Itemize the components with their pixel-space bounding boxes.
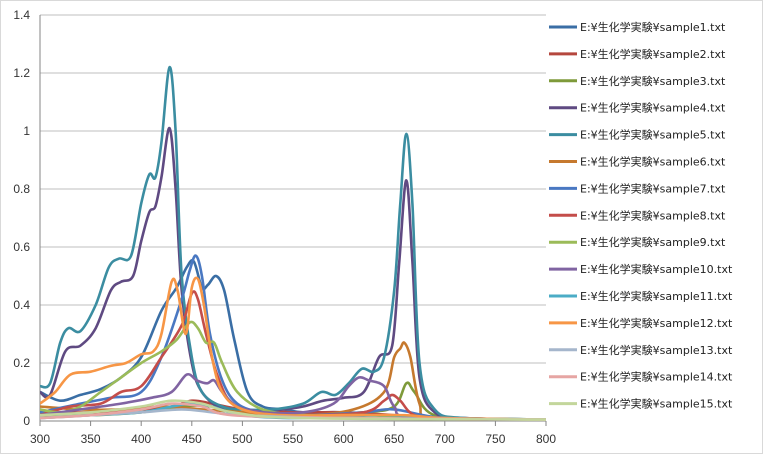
y-tick-label: 0.2 xyxy=(13,356,30,370)
legend-label-1: E:¥生化学実験¥sample1.txt xyxy=(580,20,726,34)
legend-label-13: E:¥生化学実験¥sample13.txt xyxy=(580,343,733,357)
legend-label-8: E:¥生化学実験¥sample8.txt xyxy=(580,208,726,222)
legend-label-11: E:¥生化学実験¥sample11.txt xyxy=(580,289,733,303)
series-line-12 xyxy=(40,276,546,421)
y-tick-label: 0.8 xyxy=(13,182,30,196)
y-tick-label: 1 xyxy=(23,124,30,138)
series-line-15 xyxy=(40,399,546,421)
x-tick-label: 550 xyxy=(283,432,303,446)
x-tick-label: 500 xyxy=(232,432,252,446)
legend-label-9: E:¥生化学実験¥sample9.txt xyxy=(580,235,726,249)
legend-label-7: E:¥生化学実験¥sample7.txt xyxy=(580,181,726,195)
axes: 0 0.2 0.4 0.6 0.8 1 1.2 1.4 300 350 400 450 500 550 60… xyxy=(13,8,556,446)
x-tick-label: 300 xyxy=(30,432,50,446)
legend-label-10: E:¥生化学実験¥sample10.txt xyxy=(580,262,733,276)
series-lines xyxy=(40,65,546,421)
legend-label-14: E:¥生化学実験¥sample14.txt xyxy=(580,370,733,384)
legend-label-5: E:¥生化学実験¥sample5.txt xyxy=(580,128,726,142)
y-tick-label: 0.6 xyxy=(13,240,30,254)
series-line-5 xyxy=(40,65,546,421)
x-tick-label: 600 xyxy=(334,432,354,446)
legend-label-12: E:¥生化学実験¥sample12.txt xyxy=(580,316,733,330)
legend-label-15: E:¥生化学実験¥sample15.txt xyxy=(580,397,733,411)
x-tick-label: 750 xyxy=(485,432,505,446)
series-line-4 xyxy=(40,126,546,421)
legend-label-2: E:¥生化学実験¥sample2.txt xyxy=(580,47,726,61)
legend: E:¥生化学実験¥sample1.txt E:¥生化学実験¥sample2.txt… xyxy=(549,20,733,411)
series-line-7 xyxy=(40,254,546,421)
y-tick-label: 1.2 xyxy=(13,66,30,80)
y-tick-label: 0 xyxy=(23,414,30,428)
legend-label-3: E:¥生化学実験¥sample3.txt xyxy=(580,74,726,88)
x-tick-label: 350 xyxy=(81,432,101,446)
series-line-8 xyxy=(40,290,546,421)
x-tick-label: 450 xyxy=(182,432,202,446)
x-tick-label: 650 xyxy=(384,432,404,446)
y-tick-label: 1.4 xyxy=(13,8,30,22)
series-line-6 xyxy=(40,341,546,421)
legend-label-4: E:¥生化学実験¥sample4.txt xyxy=(580,101,726,115)
x-tick-label: 400 xyxy=(131,432,151,446)
x-tick-label: 800 xyxy=(536,432,556,446)
legend-label-6: E:¥生化学実験¥sample6.txt xyxy=(580,155,726,169)
x-tick-label: 700 xyxy=(435,432,455,446)
gridlines xyxy=(40,14,546,364)
y-tick-label: 0.4 xyxy=(13,298,30,312)
